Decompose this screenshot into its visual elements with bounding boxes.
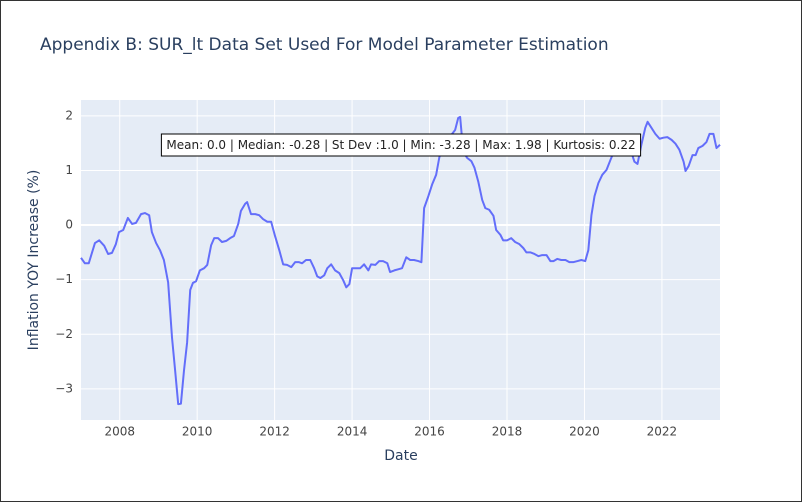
y-tick-label: 0 <box>65 218 73 232</box>
x-tick-label: 2020 <box>569 425 600 439</box>
y-tick-label: −3 <box>55 381 73 395</box>
x-tick-label: 2016 <box>414 425 445 439</box>
y-tick-label: 1 <box>65 163 73 177</box>
y-tick-label: −2 <box>55 327 73 341</box>
y-axis-label: Inflation YOY Increase (%) <box>26 170 42 351</box>
x-tick-label: 2022 <box>647 425 678 439</box>
chart-title: Appendix B: SUR_lt Data Set Used For Mod… <box>40 35 609 55</box>
x-tick-label: 2014 <box>337 425 368 439</box>
annotation-box <box>160 133 642 157</box>
x-tick-label: 2012 <box>259 425 290 439</box>
y-tick-label: 2 <box>65 108 73 122</box>
x-tick-label: 2018 <box>492 425 523 439</box>
x-tick-label: 2008 <box>104 425 135 439</box>
x-tick-label: 2010 <box>182 425 213 439</box>
y-tick-label: −1 <box>55 272 73 286</box>
annotation: Mean: 0.0 | Median: -0.28 | St Dev :1.0 … <box>166 138 635 152</box>
x-axis-label: Date <box>384 448 417 464</box>
